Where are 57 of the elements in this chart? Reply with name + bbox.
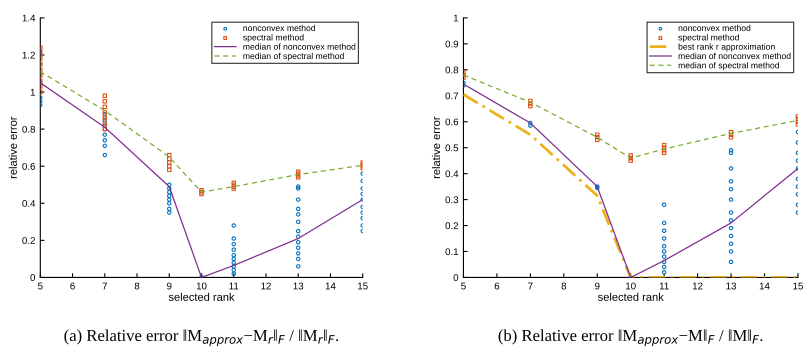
legend-label: nonconvex method	[678, 24, 750, 32]
y-tick-label: 0.1	[445, 248, 458, 256]
x-tick-label: 12	[261, 282, 271, 290]
text: (b) Relative error ‖M$_{approx}$−M‖$_{F}$ / ‖M‖$_{F}$.	[498, 329, 762, 346]
x-tick-label: 11	[229, 282, 238, 290]
y-tick-label: 1	[454, 14, 458, 22]
x-axis-title: selected rank	[168, 292, 235, 301]
x-tick-label: 6	[70, 282, 75, 290]
x-tick-label: 10	[196, 282, 207, 290]
legend-label: median of spectral method	[678, 62, 780, 70]
x-tick-label: 12	[692, 282, 703, 290]
x-tick-label: 8	[134, 282, 140, 290]
x-tick-label: 7	[102, 282, 107, 290]
x-tick-label: 7	[528, 282, 533, 290]
y-tick-label: 1.4	[22, 14, 36, 22]
y-tick-label: 0.2	[445, 222, 458, 230]
x-axis-title: selected rank	[598, 292, 664, 301]
y-tick-label: 0.9	[445, 40, 458, 48]
x-tick-label: 14	[326, 282, 336, 290]
x-tick-label: 9	[167, 282, 172, 290]
legend-label: spectral method	[678, 34, 739, 42]
x-tick-label: 14	[760, 282, 770, 290]
x-tick-label: 5	[461, 282, 466, 290]
x-tick-label: 13	[294, 282, 304, 290]
y-tick-label: 0.7	[445, 92, 458, 100]
y-tick-label: 0.8	[445, 66, 458, 74]
text: (a) Relative error ‖M$_{approx}$−M$_{r}$‖$_{F}$ / ‖M$_{r}$‖$_{F}$.	[64, 329, 338, 346]
x-tick-label: 15	[358, 282, 368, 290]
x-tick-label: 9	[595, 282, 600, 290]
y-tick-label: 0.3	[445, 196, 458, 204]
y-tick-label: 1	[30, 88, 35, 96]
legend-label: median of nonconvex method	[678, 52, 791, 60]
x-tick-label: 13	[726, 282, 736, 290]
line-series	[40, 71, 363, 193]
x-tick-label: 6	[494, 282, 500, 290]
legend-label: best rank r approximation	[678, 43, 775, 52]
y-axis-title: relative error	[8, 116, 17, 178]
y-tick-label: 0.8	[22, 126, 36, 133]
y-tick-label: 0.4	[445, 170, 458, 178]
y-tick-label: 0.4	[22, 200, 36, 207]
x-tick-label: 11	[660, 282, 669, 290]
y-tick-label: 0	[30, 274, 36, 282]
x-tick-label: 10	[626, 282, 636, 290]
y-tick-label: 1.2	[22, 52, 35, 58]
legend-label: spectral method	[243, 34, 304, 42]
y-tick-label: 0.6	[22, 162, 36, 170]
legend-label: median of spectral method	[243, 52, 344, 61]
y-axis-title: relative error	[432, 116, 440, 178]
y-tick-label: 0.5	[445, 144, 458, 152]
y-tick-label: 0.6	[445, 118, 458, 126]
y-tick-label: 0.2	[22, 237, 35, 244]
x-tick-label: 15	[793, 282, 803, 290]
x-tick-label: 8	[562, 282, 566, 290]
legend-label: nonconvex method	[243, 24, 316, 32]
legend-label: median of nonconvex method	[243, 43, 356, 50]
y-tick-label: 0	[454, 274, 458, 282]
x-tick-label: 5	[38, 282, 43, 290]
